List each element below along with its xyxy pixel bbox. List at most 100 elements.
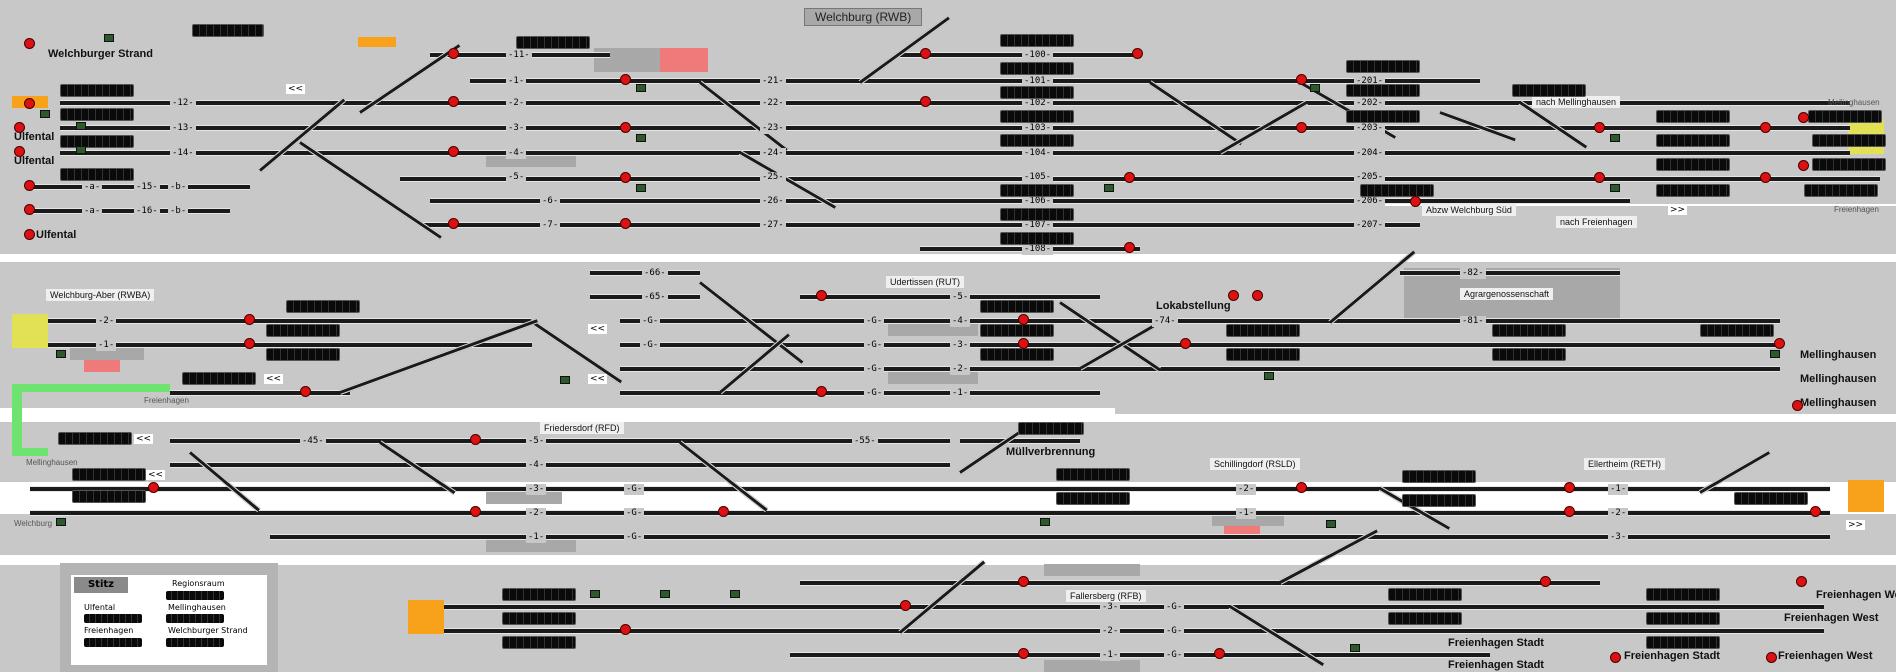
signal-red-icon[interactable] bbox=[244, 338, 255, 349]
occupied-section[interactable] bbox=[84, 360, 120, 372]
signal-red-icon[interactable] bbox=[1810, 506, 1821, 517]
track[interactable] bbox=[620, 390, 1100, 396]
signal-red-icon[interactable] bbox=[448, 96, 459, 107]
signal-red-icon[interactable] bbox=[1796, 576, 1807, 587]
signal-red-icon[interactable] bbox=[620, 172, 631, 183]
arrow-left-icon[interactable]: << bbox=[264, 374, 284, 384]
train-number-display[interactable] bbox=[1492, 348, 1566, 361]
switch[interactable] bbox=[898, 559, 986, 635]
train-number-display[interactable] bbox=[1056, 468, 1130, 481]
train-number-display[interactable] bbox=[286, 300, 360, 313]
track[interactable] bbox=[620, 366, 1780, 372]
track[interactable] bbox=[48, 342, 532, 348]
train-number-display[interactable] bbox=[1646, 612, 1720, 625]
shunt-signal-icon[interactable] bbox=[56, 518, 66, 526]
train-number-display[interactable] bbox=[1808, 110, 1882, 123]
shunt-signal-icon[interactable] bbox=[1770, 350, 1780, 358]
train-number-display[interactable] bbox=[1346, 110, 1420, 123]
signal-red-icon[interactable] bbox=[900, 600, 911, 611]
signal-red-icon[interactable] bbox=[1296, 482, 1307, 493]
train-number-display[interactable] bbox=[1512, 84, 1586, 97]
signal-red-icon[interactable] bbox=[448, 218, 459, 229]
signal-red-icon[interactable] bbox=[14, 122, 25, 133]
train-number-display[interactable] bbox=[192, 24, 264, 37]
shunt-signal-icon[interactable] bbox=[1040, 518, 1050, 526]
track[interactable] bbox=[170, 438, 950, 444]
train-number-display[interactable] bbox=[266, 348, 340, 361]
shunt-signal-icon[interactable] bbox=[1610, 134, 1620, 142]
track[interactable] bbox=[48, 318, 532, 324]
track[interactable] bbox=[170, 390, 350, 396]
train-number-display[interactable] bbox=[60, 135, 134, 148]
train-number-display[interactable] bbox=[1000, 62, 1074, 75]
train-number-display[interactable] bbox=[1812, 158, 1886, 171]
track[interactable] bbox=[620, 342, 1780, 348]
train-number-display[interactable] bbox=[1646, 588, 1720, 601]
train-number-display[interactable] bbox=[72, 490, 146, 503]
track[interactable] bbox=[900, 52, 1140, 58]
signal-red-icon[interactable] bbox=[620, 122, 631, 133]
train-number-display[interactable] bbox=[1656, 184, 1730, 197]
signal-red-icon[interactable] bbox=[1798, 160, 1809, 171]
track[interactable] bbox=[60, 100, 1850, 106]
shunt-signal-icon[interactable] bbox=[1350, 644, 1360, 652]
signal-red-icon[interactable] bbox=[1018, 314, 1029, 325]
track[interactable] bbox=[30, 510, 1830, 516]
signal-red-icon[interactable] bbox=[14, 146, 25, 157]
train-number-display[interactable] bbox=[502, 588, 576, 601]
shunt-signal-icon[interactable] bbox=[590, 590, 600, 598]
train-number-display[interactable] bbox=[1734, 492, 1808, 505]
train-number-display[interactable] bbox=[1000, 208, 1074, 221]
train-number-display[interactable] bbox=[1000, 86, 1074, 99]
train-number-display[interactable] bbox=[980, 324, 1054, 337]
signal-red-icon[interactable] bbox=[1018, 648, 1029, 659]
train-number-display[interactable] bbox=[502, 636, 576, 649]
signal-red-icon[interactable] bbox=[24, 180, 35, 191]
shunt-signal-icon[interactable] bbox=[76, 146, 86, 154]
track[interactable] bbox=[620, 318, 1780, 324]
signal-red-icon[interactable] bbox=[1214, 648, 1225, 659]
train-number-display[interactable] bbox=[1402, 470, 1476, 483]
signal-red-icon[interactable] bbox=[1792, 400, 1803, 411]
signal-red-icon[interactable] bbox=[448, 146, 459, 157]
signal-red-icon[interactable] bbox=[718, 506, 729, 517]
signal-red-icon[interactable] bbox=[300, 386, 311, 397]
signal-red-icon[interactable] bbox=[24, 204, 35, 215]
signal-red-icon[interactable] bbox=[24, 98, 35, 109]
train-number-display[interactable] bbox=[266, 324, 340, 337]
signal-red-icon[interactable] bbox=[1540, 576, 1551, 587]
signal-red-icon[interactable] bbox=[1124, 242, 1135, 253]
train-number-display[interactable] bbox=[1360, 184, 1434, 197]
train-number-display[interactable] bbox=[1018, 422, 1084, 435]
signal-red-icon[interactable] bbox=[1564, 506, 1575, 517]
shunt-signal-icon[interactable] bbox=[1310, 84, 1320, 92]
track[interactable] bbox=[1400, 270, 1620, 276]
signal-red-icon[interactable] bbox=[1760, 172, 1771, 183]
track[interactable] bbox=[270, 534, 1830, 540]
train-number-display[interactable] bbox=[1346, 84, 1420, 97]
signal-red-icon[interactable] bbox=[1124, 172, 1135, 183]
signal-red-icon[interactable] bbox=[470, 506, 481, 517]
track[interactable] bbox=[960, 438, 1080, 444]
track[interactable] bbox=[170, 462, 950, 468]
shunt-signal-icon[interactable] bbox=[660, 590, 670, 598]
track[interactable] bbox=[30, 208, 230, 214]
train-number-display[interactable] bbox=[1656, 134, 1730, 147]
train-number-display[interactable] bbox=[1402, 494, 1476, 507]
train-number-display[interactable] bbox=[58, 432, 132, 445]
signal-red-icon[interactable] bbox=[1410, 196, 1421, 207]
shunt-signal-icon[interactable] bbox=[40, 110, 50, 118]
track[interactable] bbox=[30, 486, 1830, 492]
train-number-display[interactable] bbox=[502, 612, 576, 625]
track[interactable] bbox=[790, 652, 1490, 658]
signal-red-icon[interactable] bbox=[1594, 122, 1605, 133]
track[interactable] bbox=[910, 78, 1450, 84]
entry-block[interactable] bbox=[1848, 480, 1884, 512]
signal-red-icon[interactable] bbox=[1132, 48, 1143, 59]
signal-red-icon[interactable] bbox=[1774, 338, 1785, 349]
signal-red-icon[interactable] bbox=[1610, 652, 1621, 663]
signal-red-icon[interactable] bbox=[448, 48, 459, 59]
train-number-display[interactable] bbox=[60, 168, 134, 181]
signal-red-icon[interactable] bbox=[244, 314, 255, 325]
signal-red-icon[interactable] bbox=[1760, 122, 1771, 133]
